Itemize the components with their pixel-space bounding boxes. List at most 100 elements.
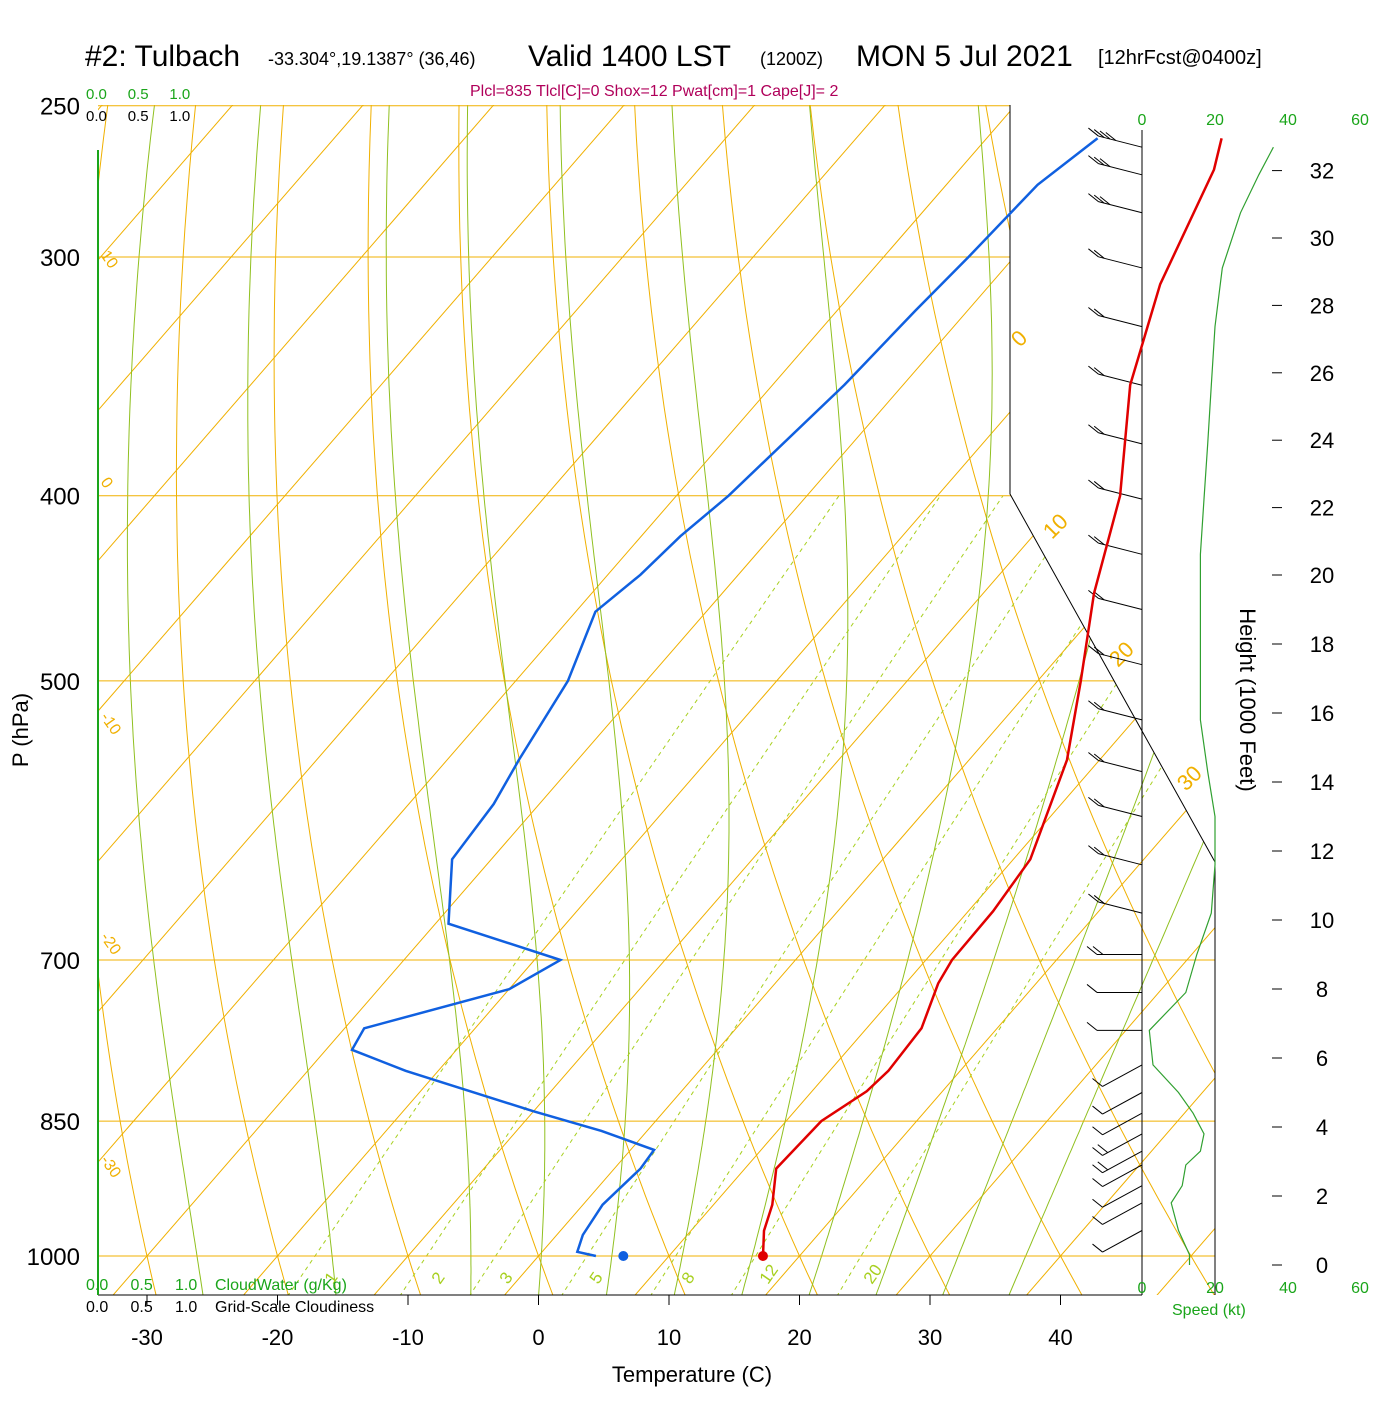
wind-barb-flag [1093,701,1105,711]
height-tick-label: 28 [1310,293,1334,318]
cloudwater-tick: 0.0 [86,86,107,103]
pressure-tick-label: 400 [40,484,80,511]
wind-barb [1092,1164,1143,1187]
height-tick-label: 22 [1310,496,1334,521]
wind-barb-staff [1098,853,1143,866]
dry-adiabat-line [974,105,1215,1295]
isotherm-line [98,105,293,1295]
dewpoint-line [350,137,1099,1258]
wind-barb [1092,1092,1143,1115]
wind-barb-flag [1092,1147,1103,1156]
wind-barb [1088,893,1143,914]
wind-barb-flag [1092,1164,1103,1174]
speed-tick-label: 40 [1279,1280,1297,1297]
wind-barb [1092,1133,1143,1156]
wind-barb [1086,1022,1142,1031]
wind-barb [1088,248,1143,269]
wind-barb-flag [1088,248,1099,258]
moist-adiabat-line [559,105,631,1295]
wind-barb [1088,700,1143,721]
wind-barb-staff [1098,597,1143,610]
wind-barb-staff [1098,653,1143,666]
height-tick-label: 4 [1316,1115,1328,1140]
cloudiness-scale-bottom: 0.0 0.5 1.0 Grid-Scale Cloudiness [86,1299,374,1317]
wind-barb-staff [1102,1112,1143,1136]
wind-barb [1088,127,1143,148]
isotherm-line [1121,105,1215,1295]
mixing-ratio-line [399,495,941,1295]
wind-barb-flag [1092,1126,1103,1136]
x-tick-label: 10 [657,1325,681,1350]
cloudiness-scale-top: 0.0 0.5 1.0 [86,108,190,125]
wind-barb [1088,424,1143,445]
height-tick-label: 0 [1316,1253,1328,1278]
x-tick-label: 30 [918,1325,942,1350]
wind-barb-flag [1088,893,1099,903]
wind-barb [1088,589,1143,610]
wind-barb-flag [1093,591,1105,601]
isotherm-label: -20 [97,930,124,959]
wind-barb-flag [1092,1078,1103,1087]
isotherm-line [469,105,1215,1295]
dry-adiabat-line [545,105,837,1295]
dry-adiabat-line [631,105,972,1295]
utc-time: (1200Z) [760,49,824,69]
isotherm-line [860,105,1215,1295]
pressure-tick-label: 300 [40,245,80,272]
wind-barb-flag [1093,425,1105,435]
speed-axis-title: Speed (kt) [1172,1302,1246,1319]
wind-barb [1088,307,1143,328]
wind-barb-staff [1098,201,1143,214]
plot-right-edge [1009,105,1216,1295]
dry-adiabat-line [803,105,1215,1295]
wind-barb-flag [1088,127,1099,137]
speed-tick-label: 0 [1138,1280,1147,1297]
y2-axis-title: Height (1000 Feet) [1235,608,1260,791]
height-tick-label: 10 [1310,908,1334,933]
speed-tick-label: 60 [1351,1280,1369,1297]
wind-barb [1092,1064,1143,1087]
mixing-ratio-label: 2 [428,1269,449,1288]
wind-barb [1088,845,1143,866]
wind-barb-flag [1088,307,1099,316]
isotherm-line [98,105,684,1295]
wind-barb-staff [1102,1230,1143,1253]
wind-barb-staff [1098,901,1143,914]
x-tick-label: -20 [262,1325,294,1350]
dry-adiabat-line [0,37,32,1336]
temperature-line [761,138,1223,1257]
moist-adiabat-line [926,105,1215,1295]
wind-barb-flag [1099,130,1111,140]
speed-tick-label: 60 [1351,112,1369,129]
wind-barb-flag [1086,946,1098,955]
wind-barb-flag [1086,984,1098,993]
isotherm-label: 0 [97,475,116,492]
x-tick-label: -10 [392,1325,424,1350]
wind-barb-flag [1093,798,1105,808]
wind-barb [1092,1150,1143,1174]
dry-adiabat-line [458,105,703,1295]
cloudiness-tick: 1.0 [174,1299,198,1316]
forecast-info: [12hrFcst@0400z] [1098,47,1262,69]
wind-barb-flag [1088,155,1099,165]
cloudwater-tick: 0.0 [86,1277,109,1294]
moist-adiabat-line [247,105,340,1295]
mixing-ratio-line [560,495,1087,1295]
wind-barb [1088,193,1143,214]
isotherm-line [991,105,1215,1295]
isotherm-line [338,105,1215,1295]
dry-adiabat-line [1060,105,1215,1295]
isotherm-line [98,105,945,1295]
wind-barb-staff [1098,804,1143,817]
wind-barb-flag [1099,196,1111,205]
wind-barb-flag [1093,646,1105,656]
moist-adiabat-line [466,105,546,1295]
skewt-background [0,37,1215,1336]
mixing-ratio-label: 5 [586,1269,607,1288]
surface-temperature-point [757,1251,768,1261]
height-tick-label: 6 [1316,1046,1328,1071]
height-tick-label: 16 [1310,701,1334,726]
wind-barb [1092,1202,1143,1225]
wind-barb-flag [1093,481,1105,490]
dry-adiabat-line [367,105,569,1295]
